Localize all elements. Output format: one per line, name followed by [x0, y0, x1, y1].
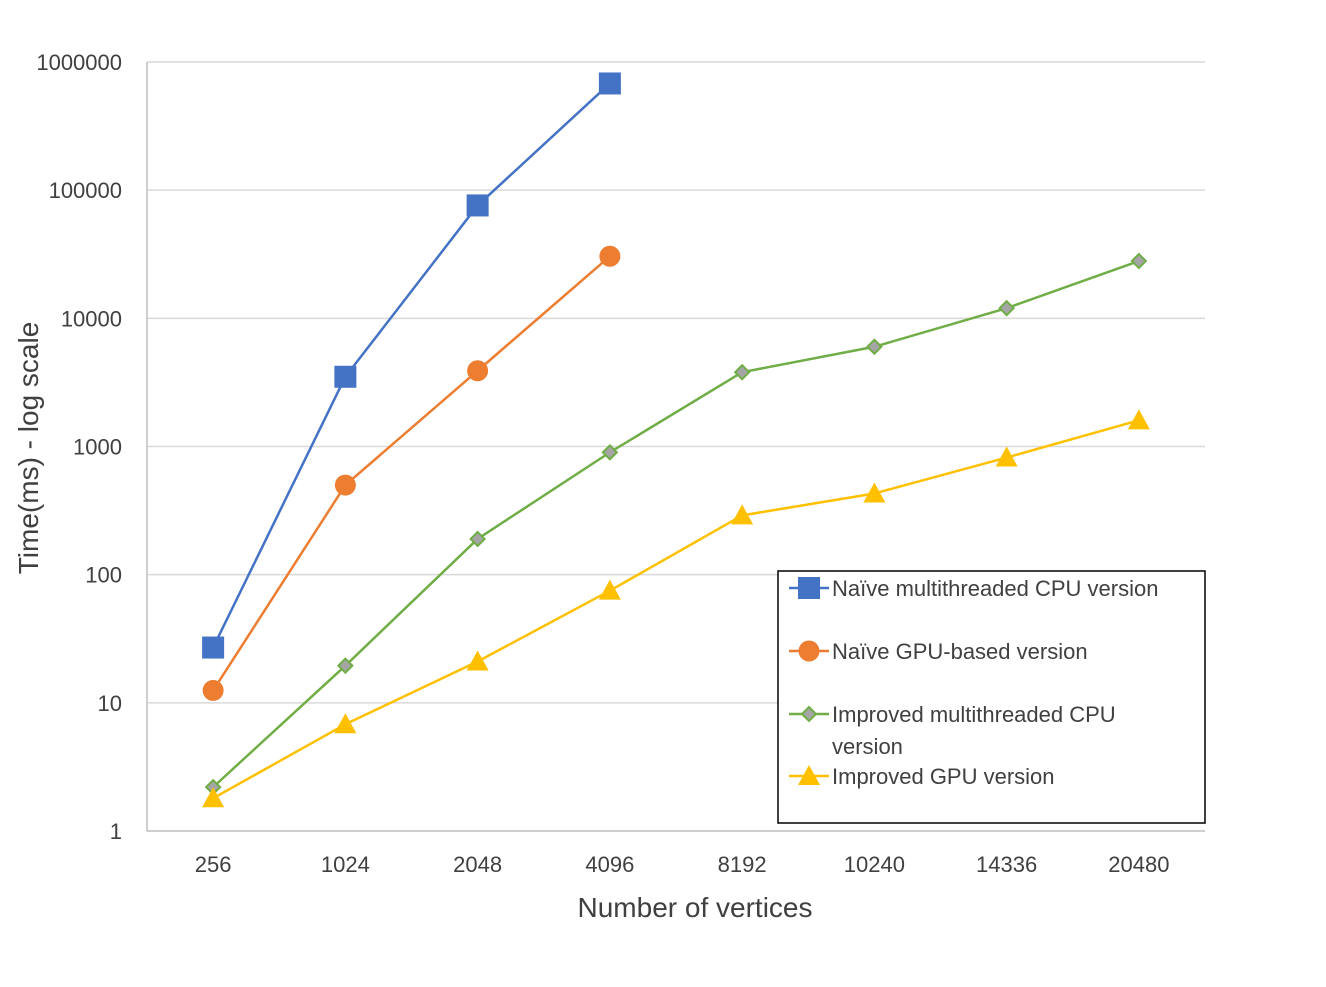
data-point [865, 338, 883, 356]
y-tick-label: 10 [98, 691, 122, 716]
data-point [601, 443, 619, 461]
x-tick-label: 10240 [844, 852, 905, 877]
data-point [1130, 252, 1148, 270]
series-line [212, 255, 611, 692]
data-point [469, 530, 487, 548]
x-tick-label: 20480 [1108, 852, 1169, 877]
data-point [995, 446, 1018, 467]
series-layer [202, 72, 1150, 808]
data-point [599, 245, 621, 267]
y-tick-label: 1 [110, 819, 122, 844]
y-tick-label: 1000000 [36, 50, 122, 75]
data-point [466, 194, 489, 217]
data-point [731, 504, 754, 525]
x-tick-label: 4096 [585, 852, 634, 877]
legend-label: Naïve GPU-based version [832, 639, 1088, 664]
legend-entry: Naïve multithreaded CPU version [789, 576, 1158, 601]
y-tick-label: 1000 [73, 435, 122, 460]
series-line [212, 82, 611, 649]
data-point [1127, 409, 1150, 430]
data-point [334, 365, 357, 388]
y-axis-title: Time(ms) - log scale [13, 322, 44, 575]
data-point [998, 299, 1016, 317]
x-tick-label: 14336 [976, 852, 1037, 877]
data-point [863, 482, 886, 503]
data-point [467, 360, 489, 382]
x-tick-label: 8192 [718, 852, 767, 877]
legend-marker [798, 577, 820, 599]
legend-label: Improved multithreaded CPU version [832, 702, 1116, 759]
y-tick-label: 100 [85, 563, 122, 588]
data-point [202, 787, 225, 808]
x-tick-label: 2048 [453, 852, 502, 877]
data-point [466, 650, 489, 671]
series-circle [202, 245, 621, 701]
data-point [733, 363, 751, 381]
series-square [202, 72, 621, 659]
legend-label: Naïve multithreaded CPU version [832, 576, 1158, 601]
legend-marker [800, 705, 818, 723]
data-point [202, 636, 225, 659]
data-point [336, 657, 354, 675]
y-axis-ticks: 1 10 100 1000 10000 100000 1000000 [36, 50, 122, 844]
data-point [334, 713, 357, 734]
legend-entry: Naïve GPU-based version [789, 639, 1088, 664]
series-line [212, 419, 1140, 800]
y-tick-label: 10000 [61, 306, 122, 331]
legend-marker [798, 640, 820, 662]
legend-box [777, 570, 1206, 824]
x-axis-title: Number of vertices [578, 892, 813, 923]
legend-label: Improved GPU version [832, 764, 1055, 789]
series-triangle [202, 409, 1150, 808]
series-diamond [204, 252, 1148, 796]
legend-entry: Improved multithreaded CPU version [789, 702, 1116, 759]
legend-entry: Improved GPU version [789, 764, 1055, 789]
data-point [202, 679, 224, 701]
x-tick-label: 256 [195, 852, 232, 877]
legend-marker [798, 765, 820, 785]
series-line [212, 259, 1140, 789]
data-point [334, 474, 356, 496]
x-axis-ticks: 256 1024 2048 4096 8192 10240 14336 20480 [195, 852, 1170, 877]
x-tick-label: 1024 [321, 852, 370, 877]
data-point [598, 72, 621, 95]
data-point [598, 579, 621, 600]
legend: Naïve multithreaded CPU version Naïve GPU… [777, 570, 1206, 824]
y-tick-label: 100000 [49, 178, 122, 203]
